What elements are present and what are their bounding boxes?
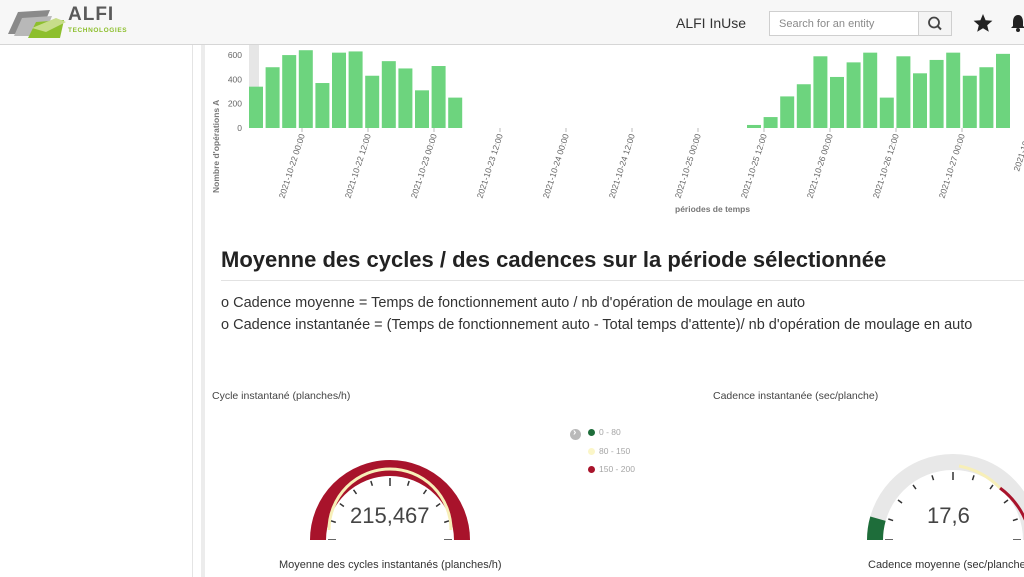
legend-item: 80 - 150 — [588, 446, 630, 456]
gauge-tick — [422, 489, 428, 495]
chart-bar[interactable] — [249, 86, 263, 128]
chart-bar[interactable] — [763, 117, 778, 128]
gauge-tick — [989, 484, 994, 490]
legend-item: 150 - 200 — [588, 464, 635, 474]
gauge-tick — [370, 480, 374, 487]
y-tick-label: 400 — [228, 74, 242, 84]
gauge-tick — [912, 484, 917, 490]
app-name[interactable]: ALFI InUse — [676, 15, 747, 31]
chart-bar[interactable] — [282, 55, 297, 129]
x-tick-label: 2021-10-25 00:00 — [673, 132, 703, 199]
left-sidebar — [0, 45, 193, 577]
chart-bar[interactable] — [846, 62, 861, 128]
gauge-tick — [971, 475, 975, 481]
x-tick-label: 2021-10-26 12:00 — [871, 132, 901, 199]
gauge-cycle-caption: Moyenne des cycles instantanés (planches… — [279, 559, 502, 571]
gauge-tick — [330, 520, 337, 524]
chart-bar[interactable] — [863, 52, 878, 129]
chart-bar[interactable] — [929, 59, 944, 128]
chart-bar[interactable] — [298, 50, 313, 128]
gauge-cadence-arc — [867, 516, 886, 540]
y-tick-label: 600 — [228, 50, 242, 60]
chart-bar[interactable] — [315, 83, 330, 128]
legend-dot — [588, 466, 595, 474]
entity-search-input[interactable] — [769, 11, 919, 36]
section-title: Moyenne des cycles / des cadences sur la… — [221, 247, 887, 272]
gauge-tick — [888, 518, 894, 522]
chart-bar[interactable] — [830, 76, 844, 128]
gauge-tick — [352, 489, 358, 495]
x-tick-label: 2021-10-23 12:00 — [475, 132, 505, 199]
operations-bar-chart: Nombre d'opérations A 0 200 400 600 2021-10… — [211, 45, 1024, 214]
section-divider — [221, 280, 1024, 281]
legend-dot — [588, 429, 595, 437]
chart-bar[interactable] — [332, 52, 346, 129]
gauge-cadence-caption: Cadence moyenne (sec/planche) — [868, 559, 1024, 571]
chart-bar[interactable] — [913, 73, 927, 128]
chart-bar[interactable] — [365, 75, 380, 128]
chart-bar[interactable] — [896, 56, 911, 128]
logo-subtext: TECHNOLOGIES — [68, 27, 128, 34]
x-tick-label: 2021-10-24 12:00 — [607, 132, 637, 199]
gauge-cycle-value: 215,467 — [350, 503, 430, 528]
gauge-tick — [1012, 518, 1018, 522]
y-tick-label: 0 — [237, 123, 242, 133]
x-tick-label: 2021-10-27 00:00 — [937, 132, 967, 199]
chart-bar[interactable] — [946, 52, 961, 129]
gauge-tick — [931, 475, 935, 481]
gauge-tick — [435, 502, 441, 508]
gauge-tick — [339, 502, 345, 508]
chart-scroll-marker — [249, 45, 259, 128]
search-icon — [928, 16, 942, 31]
gauge-cadence-value: 17,6 — [927, 503, 970, 528]
formula-cadence-moyenne: o Cadence moyenne = Temps de fonctionnem… — [221, 295, 806, 311]
gauge-tick — [443, 520, 450, 524]
chart-bar[interactable] — [415, 90, 429, 128]
bell-icon[interactable] — [1010, 12, 1024, 34]
chart-bar[interactable] — [979, 67, 994, 128]
sidebar-divider — [192, 45, 193, 577]
chart-bar[interactable] — [431, 66, 446, 128]
search-button[interactable] — [918, 11, 952, 36]
legend-item: 0 - 80 — [588, 427, 621, 437]
chart-bar[interactable] — [381, 61, 396, 128]
gauge-cadence-title: Cadence instantanée (sec/planche) — [713, 390, 879, 402]
y-tick-label: 200 — [228, 99, 242, 109]
chart-bar[interactable] — [813, 56, 828, 128]
x-tick-label: 2021-10-23 00:00 — [409, 132, 439, 199]
gauge-cycle — [310, 460, 470, 540]
chart-bar[interactable] — [962, 75, 977, 128]
legend-toggle-button[interactable]: › — [570, 427, 581, 440]
star-icon[interactable] — [972, 12, 994, 34]
chart-bar[interactable] — [265, 67, 280, 128]
content-edge — [201, 45, 205, 577]
chart-x-axis-title: périodes de temps — [675, 204, 750, 214]
x-tick-label: 2021-10-26 00:00 — [805, 132, 835, 199]
chart-bar[interactable] — [879, 97, 894, 128]
gauge-tick — [1003, 499, 1009, 504]
x-tick-label: 2021-10-22 00:00 — [277, 132, 307, 199]
alfi-logo-icon[interactable] — [6, 4, 134, 40]
top-header: ALFI TECHNOLOGIES ALFI InUse — [0, 0, 1024, 45]
x-tick-label: 2021-10-24 00:00 — [541, 132, 571, 199]
legend-dot — [588, 448, 595, 456]
x-tick-label: 2021-10-22 12:00 — [343, 132, 373, 199]
chart-bar[interactable] — [780, 96, 795, 128]
formula-cadence-instantanee: o Cadence instantanée = (Temps de foncti… — [221, 317, 973, 333]
chart-bar[interactable] — [747, 124, 761, 128]
x-tick-label: 2021-10-2 — [1011, 132, 1024, 172]
gauge-cadence — [867, 454, 1024, 540]
chart-bar[interactable] — [796, 84, 811, 128]
gauge-tick — [406, 480, 410, 487]
chart-bar[interactable] — [398, 68, 413, 128]
chart-bar[interactable] — [996, 53, 1010, 128]
gauge-cycle-title: Cycle instantané (planches/h) — [212, 390, 351, 402]
chart-bar[interactable] — [348, 51, 363, 128]
logo-wordmark: ALFI — [68, 4, 115, 25]
chart-bar[interactable] — [448, 97, 463, 128]
chevron-right-icon: › — [573, 427, 577, 438]
x-tick-label: 2021-10-25 12:00 — [739, 132, 769, 199]
gauge-tick — [897, 499, 903, 504]
chart-y-axis-title: Nombre d'opérations A — [211, 100, 221, 193]
